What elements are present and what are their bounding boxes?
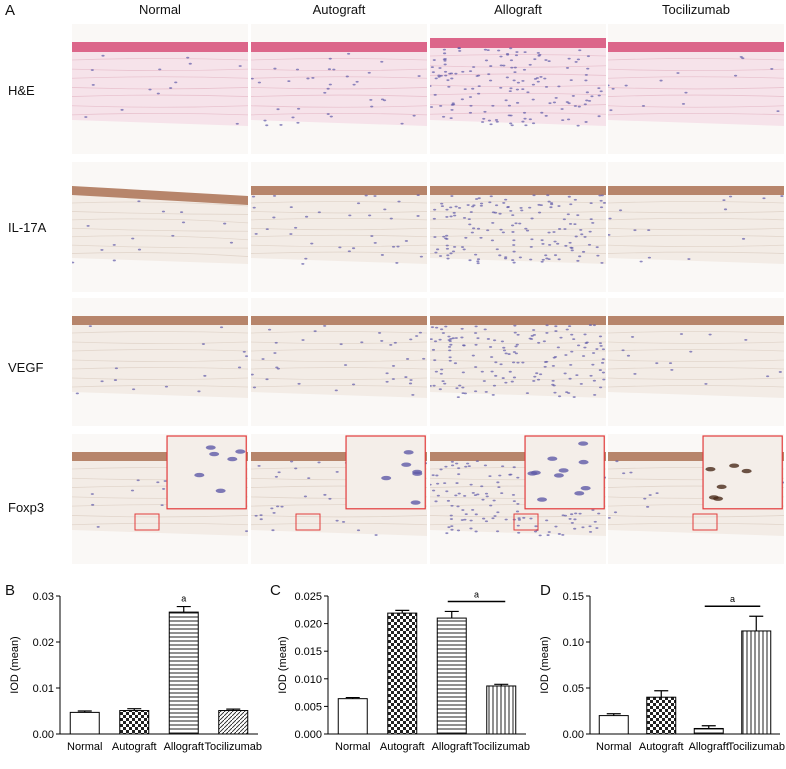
micrograph-il17a-autograft [251, 162, 427, 292]
bar-tocilizumab [218, 710, 249, 735]
bar-chart-c: 0.000 0.005 0.010 0.015 0.020 0.025 IOD (mean)… [277, 589, 530, 753]
micrograph-he-normal [72, 24, 248, 154]
significance-label: a [474, 589, 479, 599]
y-tick-label: 0.00 [563, 729, 584, 741]
x-tick-label-tocilizumab: Tocilizumab [205, 741, 262, 753]
y-tick-label: 0.005 [294, 701, 322, 713]
x-tick-label-normal: Normal [335, 741, 370, 753]
bar-normal [69, 711, 100, 735]
chart-d-foxp3: 0.00 0.05 0.10 0.15 IOD (mean) Normal Autograf… [530, 580, 786, 764]
x-tick-label-normal: Normal [67, 741, 102, 753]
bar-autograft [387, 612, 418, 735]
y-tick-label: 0.05 [563, 683, 584, 695]
y-tick-label: 0.015 [294, 646, 322, 658]
y-tick-label: 0.00 [33, 729, 54, 741]
chart-b-il17a: 0.00 0.01 0.02 0.03 IOD (mean) Normal Autograf… [0, 580, 265, 764]
bar-allograft [693, 727, 724, 735]
y-tick-label: 0.000 [294, 729, 322, 741]
bar-tocilizumab [741, 630, 772, 735]
panel-letter-a: A [5, 2, 16, 19]
y-axis-label: IOD (mean) [277, 636, 289, 693]
column-header-autograft: Autograft [312, 2, 366, 17]
y-tick-label: 0.10 [563, 637, 584, 649]
micrograph-foxp3-tocilizumab [608, 434, 784, 564]
column-header-tocilizumab: Tocilizumab [662, 2, 730, 17]
error-bar-normal [345, 696, 360, 699]
error-bar-tocilizumab [494, 683, 509, 686]
y-tick-label: 0.020 [294, 619, 322, 631]
column-header-allograft: Allograft [494, 2, 542, 17]
y-tick-label: 0.025 [294, 591, 322, 603]
x-tick-label-tocilizumab: Tocilizumab [473, 741, 530, 753]
panel-letter-b: B [5, 582, 16, 599]
micrograph-he-tocilizumab [608, 24, 784, 154]
error-bar-allograft [701, 725, 716, 729]
micrograph-vegf-autograft [251, 298, 427, 426]
column-header-normal: Normal [139, 2, 181, 17]
micrograph-vegf-normal [72, 298, 248, 426]
micrograph-il17a-allograft [430, 162, 606, 292]
chart-c-vegf: 0.000 0.005 0.010 0.015 0.020 0.025 IOD (mean)… [268, 580, 533, 764]
bar-autograft [119, 710, 150, 735]
significance-label: a [730, 594, 735, 604]
y-axis-label: IOD (mean) [9, 636, 21, 693]
error-bar-autograft [127, 708, 142, 711]
row-label-foxp3: Foxp3 [8, 500, 45, 515]
error-bar-normal [77, 710, 92, 713]
panel-letter-c: C [270, 582, 281, 599]
micrograph-il17a-normal [72, 162, 248, 292]
error-bar-allograft [444, 610, 459, 619]
x-tick-label-allograft: Allograft [164, 741, 204, 753]
y-tick-label: 0.01 [33, 683, 54, 695]
micrograph-foxp3-normal [72, 434, 248, 564]
bar-allograft [436, 617, 467, 735]
error-bar-normal [606, 713, 621, 716]
y-axis-label: IOD (mean) [539, 636, 551, 693]
panel-letter-d: D [540, 582, 551, 599]
x-tick-label-autograft: Autograft [380, 741, 425, 753]
row-label-il17a: IL-17A [8, 220, 47, 235]
row-label-vegf: VEGF [8, 360, 44, 375]
micrograph-foxp3-allograft [430, 434, 606, 564]
error-bar-tocilizumab [226, 708, 241, 711]
row-label-he: H&E [8, 83, 35, 98]
micrograph-vegf-allograft [430, 298, 606, 426]
bar-chart-b: 0.00 0.01 0.02 0.03 IOD (mean) Normal Autograf… [9, 591, 262, 753]
bar-tocilizumab [486, 685, 517, 735]
bar-chart-d: 0.00 0.05 0.10 0.15 IOD (mean) Normal Autograf… [539, 591, 785, 753]
bar-normal [337, 698, 368, 735]
micrograph-he-autograft [251, 24, 427, 154]
y-tick-label: 0.010 [294, 674, 322, 686]
error-bar-allograft [176, 605, 191, 613]
significance-label: a [181, 594, 186, 604]
error-bar-tocilizumab [749, 615, 764, 631]
error-bar-autograft [395, 609, 410, 614]
bar-autograft [646, 696, 677, 735]
micrograph-il17a-tocilizumab [608, 162, 784, 292]
bar-normal [598, 715, 629, 735]
error-bar-autograft [654, 690, 669, 698]
micrograph-foxp3-autograft [251, 434, 427, 564]
x-tick-label-allograft: Allograft [432, 741, 472, 753]
x-tick-label-allograft: Allograft [689, 741, 729, 753]
micrograph-vegf-tocilizumab [608, 298, 784, 426]
y-tick-label: 0.02 [33, 637, 54, 649]
y-tick-label: 0.03 [33, 591, 54, 603]
x-tick-label-tocilizumab: Tocilizumab [728, 741, 785, 753]
x-tick-label-autograft: Autograft [639, 741, 684, 753]
micrograph-he-allograft [430, 24, 606, 154]
bar-allograft [168, 611, 199, 735]
x-tick-label-normal: Normal [596, 741, 631, 753]
y-tick-label: 0.15 [563, 591, 584, 603]
x-tick-label-autograft: Autograft [112, 741, 157, 753]
